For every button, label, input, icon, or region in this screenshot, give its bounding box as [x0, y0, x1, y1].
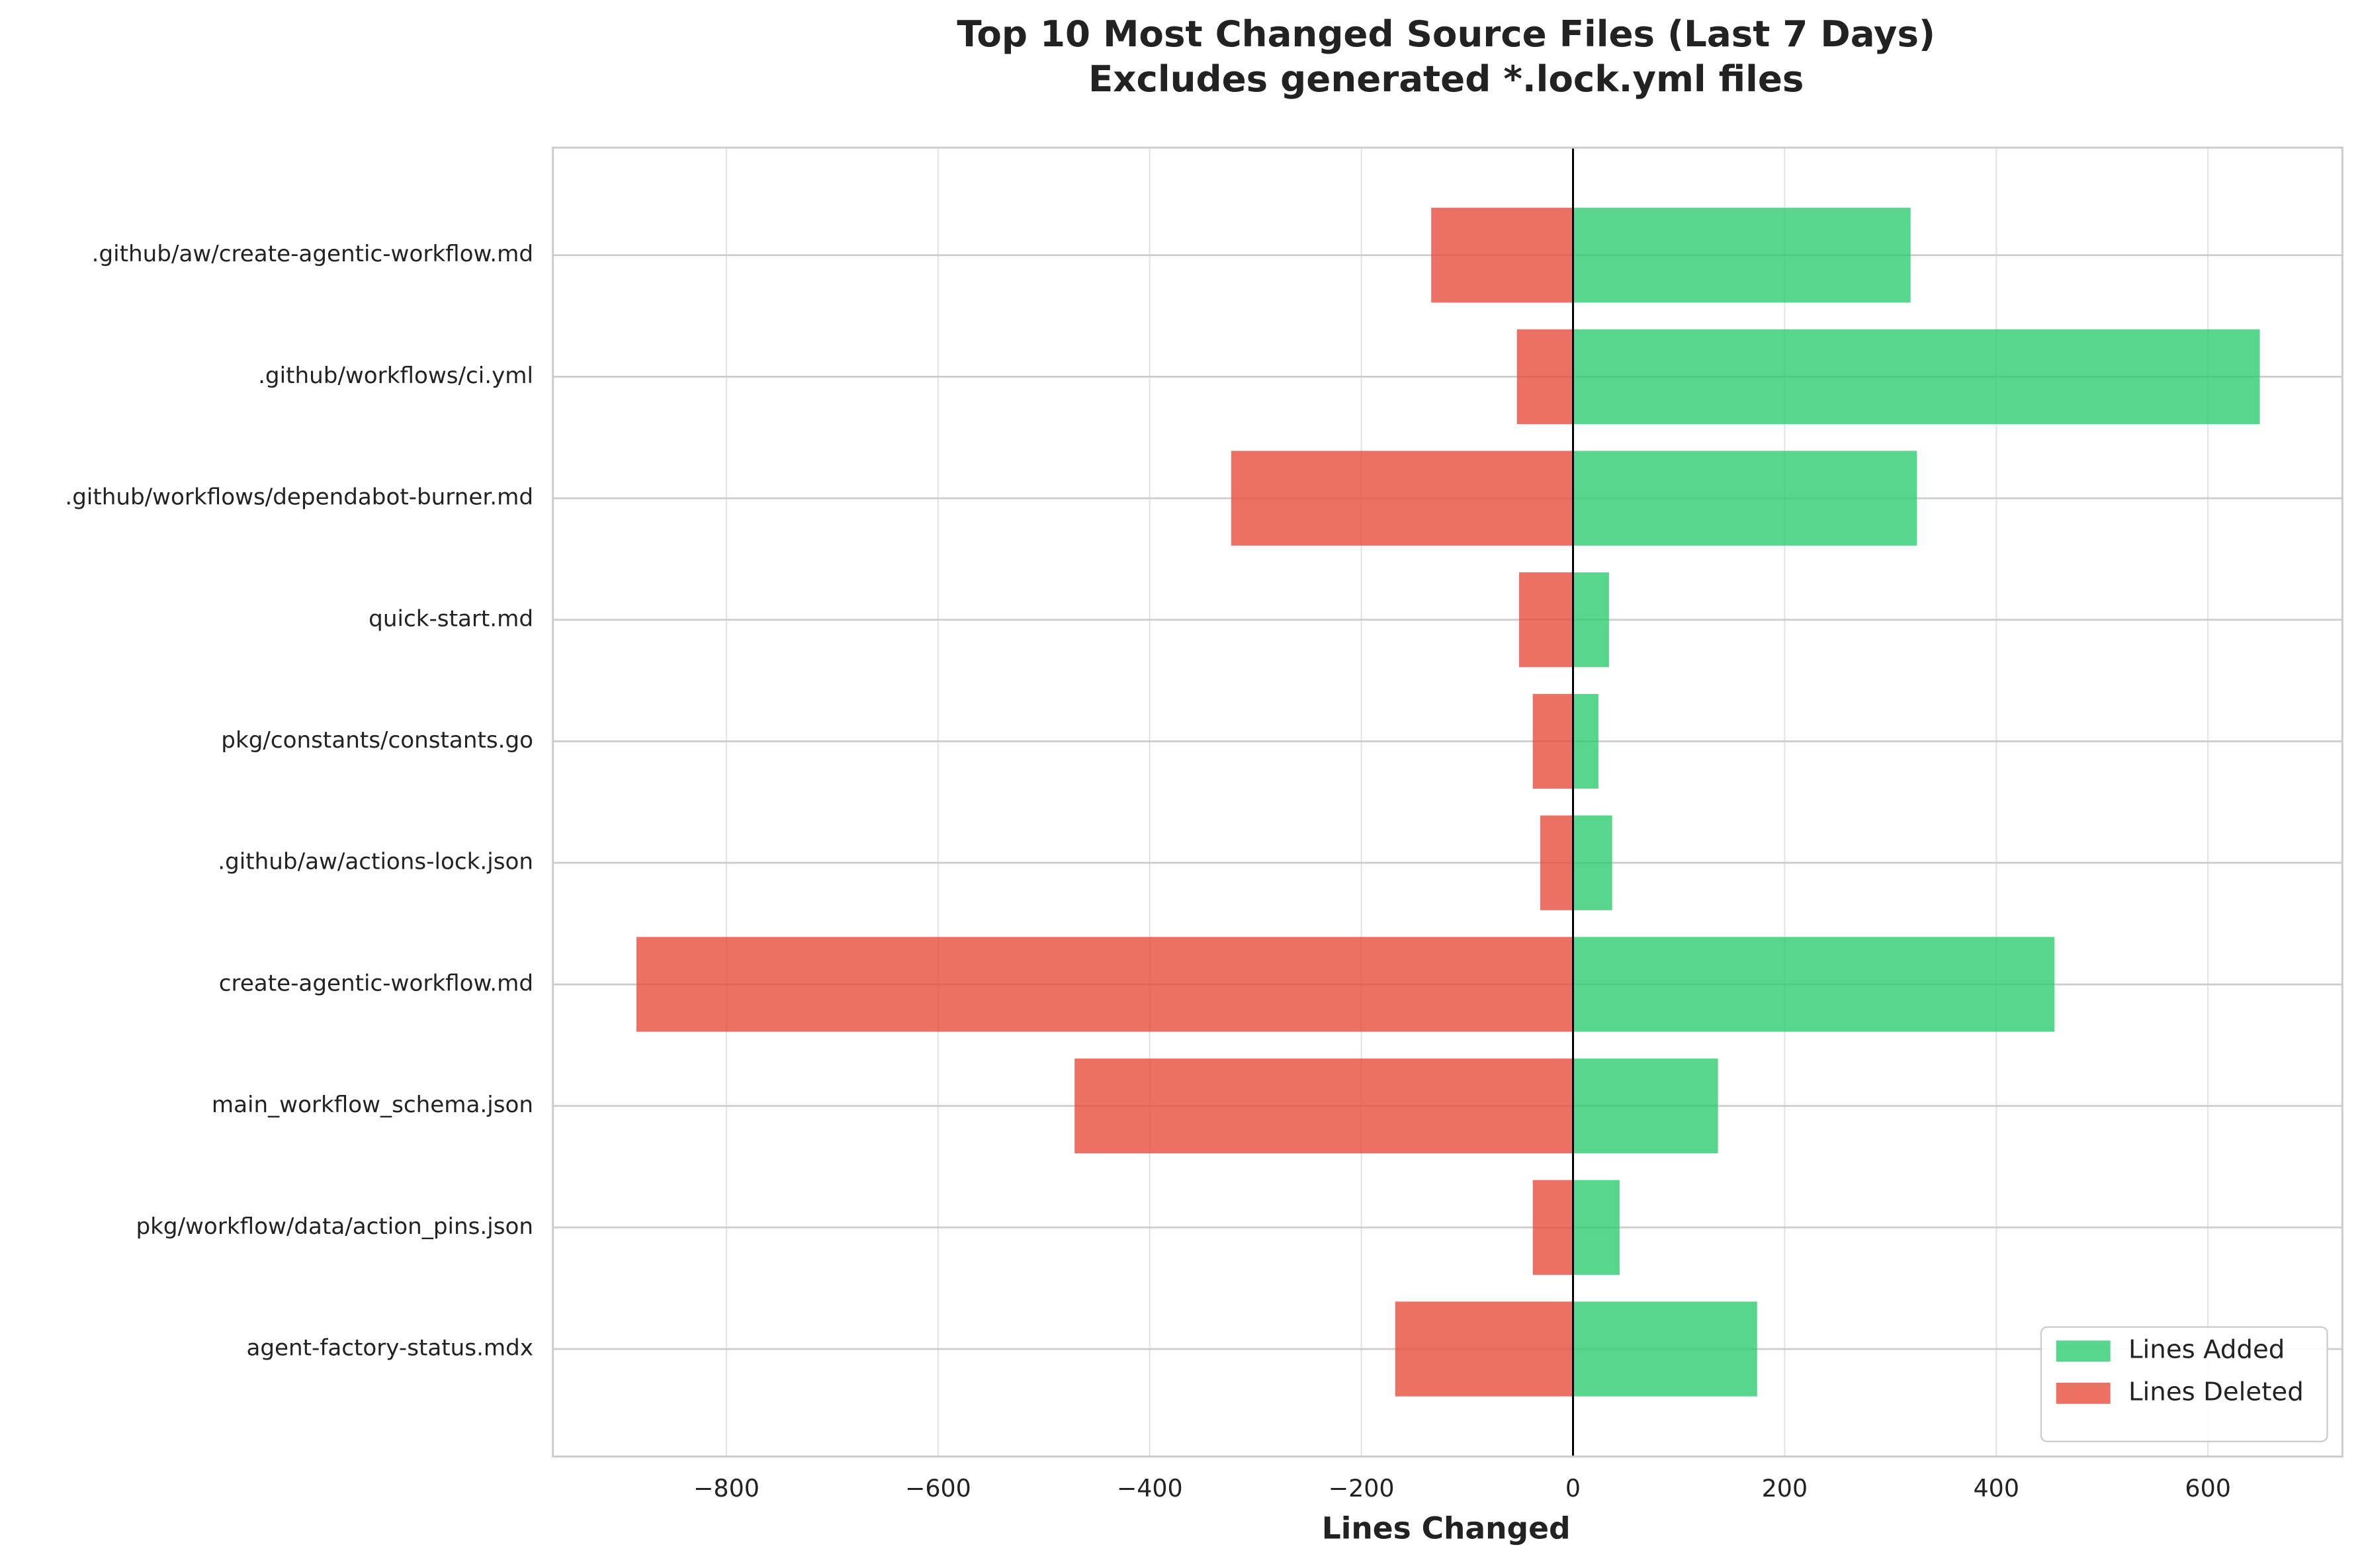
bar — [1573, 1301, 1757, 1397]
chart-subtitle: Excludes generated *.lock.yml files — [1088, 58, 1804, 100]
x-tick-label: −200 — [1329, 1474, 1395, 1503]
chart-title: Top 10 Most Changed Source Files (Last 7… — [957, 13, 1935, 55]
axes-frame — [552, 146, 2343, 1458]
bar — [1395, 1301, 1573, 1397]
bar — [1573, 1180, 1620, 1275]
bar — [1573, 815, 1612, 910]
x-tick-label: 600 — [2185, 1474, 2231, 1503]
x-tick-label: 200 — [1762, 1474, 1808, 1503]
legend-box — [2040, 1326, 2328, 1442]
bar — [1573, 572, 1609, 668]
x-tick-label: −800 — [693, 1474, 760, 1503]
x-tick-label: 400 — [1974, 1474, 2020, 1503]
bar — [1532, 693, 1573, 789]
bar — [1074, 1058, 1573, 1154]
y-tick-label: main_workflow_schema.json — [212, 1092, 533, 1118]
legend-label: Lines Deleted — [2128, 1377, 2304, 1407]
bar — [636, 937, 1573, 1032]
y-tick-label: .github/aw/actions-lock.json — [218, 849, 533, 875]
x-axis-label: Lines Changed — [1322, 1511, 1571, 1546]
y-tick-label: agent-factory-status.mdx — [246, 1334, 533, 1361]
x-tick-label: −600 — [905, 1474, 971, 1503]
y-tick-label: .github/workflows/dependabot-burner.md — [65, 484, 533, 511]
bar — [1518, 572, 1573, 668]
legend-label: Lines Added — [2128, 1335, 2285, 1365]
y-tick-label: pkg/workflow/data/action_pins.json — [136, 1213, 533, 1240]
bar — [1573, 208, 1911, 303]
y-tick-label: quick-start.md — [369, 605, 533, 632]
y-tick-label: pkg/constants/constants.go — [221, 727, 533, 754]
bar — [1532, 1180, 1573, 1275]
legend-swatch — [2056, 1340, 2111, 1362]
bar — [1573, 1058, 1718, 1154]
y-tick-label: .github/aw/create-agentic-workflow.md — [92, 241, 533, 267]
bar — [1431, 208, 1573, 303]
bar — [1540, 815, 1573, 910]
bar — [1573, 693, 1598, 789]
bar — [1573, 451, 1917, 546]
legend-swatch — [2056, 1382, 2111, 1404]
x-tick-label: −400 — [1117, 1474, 1183, 1503]
x-tick-label: 0 — [1565, 1474, 1581, 1503]
y-tick-label: create-agentic-workflow.md — [219, 970, 533, 996]
bar — [1573, 937, 2055, 1032]
bar — [1516, 329, 1573, 425]
bar — [1573, 329, 2260, 425]
bar — [1231, 451, 1573, 546]
y-tick-label: .github/workflows/ci.yml — [258, 363, 533, 389]
